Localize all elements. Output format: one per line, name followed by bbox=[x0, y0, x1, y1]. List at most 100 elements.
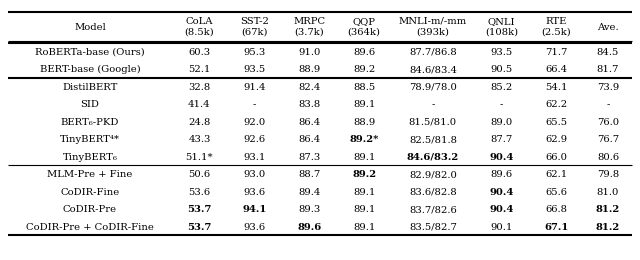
Text: 62.2: 62.2 bbox=[545, 100, 568, 109]
Text: (2.5k): (2.5k) bbox=[541, 28, 572, 37]
Text: 89.3: 89.3 bbox=[298, 205, 321, 214]
Text: 89.2*: 89.2* bbox=[349, 135, 379, 144]
Text: 89.1: 89.1 bbox=[353, 100, 376, 109]
Text: 81.2: 81.2 bbox=[596, 205, 620, 214]
Text: 66.0: 66.0 bbox=[545, 153, 568, 162]
Text: 90.4: 90.4 bbox=[490, 205, 514, 214]
Text: 78.9/78.0: 78.9/78.0 bbox=[409, 83, 457, 92]
Text: 91.0: 91.0 bbox=[298, 48, 321, 57]
Text: (8.5k): (8.5k) bbox=[184, 28, 214, 37]
Text: BERT-base (Google): BERT-base (Google) bbox=[40, 65, 140, 74]
Text: DistilBERT: DistilBERT bbox=[62, 83, 118, 92]
Text: (108k): (108k) bbox=[485, 28, 518, 37]
Text: 89.6: 89.6 bbox=[297, 223, 321, 232]
Text: 89.2: 89.2 bbox=[352, 170, 376, 179]
Text: RTE: RTE bbox=[546, 17, 567, 26]
Text: 54.1: 54.1 bbox=[545, 83, 568, 92]
Text: MNLI-m/-mm: MNLI-m/-mm bbox=[399, 17, 467, 26]
Text: 41.4: 41.4 bbox=[188, 100, 211, 109]
Text: 83.8: 83.8 bbox=[298, 100, 321, 109]
Text: 93.5: 93.5 bbox=[490, 48, 513, 57]
Text: 92.6: 92.6 bbox=[243, 135, 266, 144]
Text: 84.6/83.4: 84.6/83.4 bbox=[409, 65, 457, 74]
Text: 24.8: 24.8 bbox=[188, 118, 211, 127]
Text: 82.5/81.8: 82.5/81.8 bbox=[409, 135, 457, 144]
Text: 73.9: 73.9 bbox=[597, 83, 619, 92]
Text: 71.7: 71.7 bbox=[545, 48, 568, 57]
Text: 66.4: 66.4 bbox=[545, 65, 568, 74]
Text: 76.7: 76.7 bbox=[597, 135, 619, 144]
Text: 52.1: 52.1 bbox=[188, 65, 211, 74]
Text: 89.0: 89.0 bbox=[490, 118, 513, 127]
Text: CoDIR-Fine: CoDIR-Fine bbox=[60, 188, 120, 197]
Text: 87.3: 87.3 bbox=[298, 153, 321, 162]
Text: 43.3: 43.3 bbox=[188, 135, 211, 144]
Text: 87.7: 87.7 bbox=[490, 135, 513, 144]
Text: 94.1: 94.1 bbox=[242, 205, 267, 214]
Text: MRPC: MRPC bbox=[293, 17, 325, 26]
Text: 81.0: 81.0 bbox=[596, 188, 619, 197]
Text: 88.5: 88.5 bbox=[353, 83, 376, 92]
Text: 89.4: 89.4 bbox=[298, 188, 321, 197]
Text: 92.0: 92.0 bbox=[243, 118, 266, 127]
Text: 95.3: 95.3 bbox=[243, 48, 266, 57]
Text: 32.8: 32.8 bbox=[188, 83, 211, 92]
Text: 85.2: 85.2 bbox=[490, 83, 513, 92]
Text: -: - bbox=[253, 100, 256, 109]
Text: 83.7/82.6: 83.7/82.6 bbox=[409, 205, 457, 214]
Text: 82.9/82.0: 82.9/82.0 bbox=[409, 170, 457, 179]
Text: 90.5: 90.5 bbox=[490, 65, 513, 74]
Text: 60.3: 60.3 bbox=[188, 48, 211, 57]
Text: 84.5: 84.5 bbox=[596, 48, 619, 57]
Text: 82.4: 82.4 bbox=[298, 83, 321, 92]
Text: 53.7: 53.7 bbox=[188, 223, 212, 232]
Text: 50.6: 50.6 bbox=[188, 170, 211, 179]
Text: 80.6: 80.6 bbox=[597, 153, 619, 162]
Text: SST-2: SST-2 bbox=[240, 17, 269, 26]
Text: 88.9: 88.9 bbox=[353, 118, 376, 127]
Text: -: - bbox=[606, 100, 610, 109]
Text: 93.1: 93.1 bbox=[243, 153, 266, 162]
Text: 91.4: 91.4 bbox=[243, 83, 266, 92]
Text: (67k): (67k) bbox=[241, 28, 268, 37]
Text: 90.4: 90.4 bbox=[490, 153, 514, 162]
Text: QNLI: QNLI bbox=[488, 17, 515, 26]
Text: 65.5: 65.5 bbox=[545, 118, 568, 127]
Text: (3.7k): (3.7k) bbox=[294, 28, 324, 37]
Text: 62.1: 62.1 bbox=[545, 170, 568, 179]
Text: 86.4: 86.4 bbox=[298, 118, 321, 127]
Text: RoBERTa-base (Ours): RoBERTa-base (Ours) bbox=[35, 48, 145, 57]
Text: 79.8: 79.8 bbox=[597, 170, 619, 179]
Text: 88.9: 88.9 bbox=[298, 65, 321, 74]
Text: (393k): (393k) bbox=[417, 28, 449, 37]
Text: 83.6/82.8: 83.6/82.8 bbox=[409, 188, 457, 197]
Text: 88.7: 88.7 bbox=[298, 170, 321, 179]
Text: -: - bbox=[431, 100, 435, 109]
Text: Model: Model bbox=[74, 23, 106, 31]
Text: BERT₆-PKD: BERT₆-PKD bbox=[61, 118, 119, 127]
Text: MLM-Pre + Fine: MLM-Pre + Fine bbox=[47, 170, 132, 179]
Text: 62.9: 62.9 bbox=[545, 135, 568, 144]
Text: QQP: QQP bbox=[353, 17, 376, 26]
Text: 66.8: 66.8 bbox=[545, 205, 568, 214]
Text: 89.1: 89.1 bbox=[353, 223, 376, 232]
Text: 93.6: 93.6 bbox=[243, 188, 266, 197]
Text: CoLA: CoLA bbox=[186, 17, 213, 26]
Text: CoDIR-Pre: CoDIR-Pre bbox=[63, 205, 117, 214]
Text: 84.6/83.2: 84.6/83.2 bbox=[407, 153, 459, 162]
Text: 53.7: 53.7 bbox=[188, 205, 212, 214]
Text: Ave.: Ave. bbox=[597, 23, 619, 31]
Text: 83.5/82.7: 83.5/82.7 bbox=[409, 223, 457, 232]
Text: 89.2: 89.2 bbox=[353, 65, 376, 74]
Text: 65.6: 65.6 bbox=[545, 188, 568, 197]
Text: TinyBERT⁴*: TinyBERT⁴* bbox=[60, 135, 120, 144]
Text: (364k): (364k) bbox=[348, 28, 381, 37]
Text: -: - bbox=[500, 100, 503, 109]
Text: 89.6: 89.6 bbox=[353, 48, 375, 57]
Text: 81.2: 81.2 bbox=[596, 223, 620, 232]
Text: 76.0: 76.0 bbox=[597, 118, 619, 127]
Text: 93.5: 93.5 bbox=[243, 65, 266, 74]
Text: SID: SID bbox=[81, 100, 99, 109]
Text: 53.6: 53.6 bbox=[188, 188, 211, 197]
Text: 90.1: 90.1 bbox=[490, 223, 513, 232]
